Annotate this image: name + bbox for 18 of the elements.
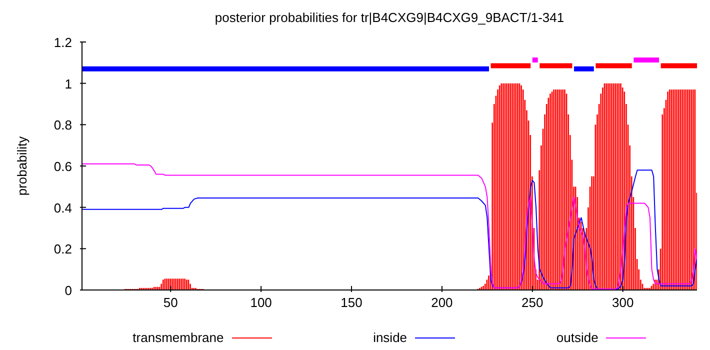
x-tick-label: 150 <box>340 295 362 310</box>
y-tick-label: 0.8 <box>54 118 72 133</box>
legend-label: outside <box>556 330 598 345</box>
legend-label: inside <box>373 330 408 345</box>
y-tick-label: 0.4 <box>54 200 72 216</box>
y-tick-label: 1.2 <box>54 35 72 50</box>
y-tick-label: 0 <box>64 283 72 298</box>
x-tick-label: 300 <box>612 295 634 310</box>
chart-title: posterior probabilities for tr|B4CXG9|B4CXG9_9BACT/1-341 <box>214 10 566 25</box>
y-tick-label: 1 <box>64 76 72 92</box>
x-tick-label: 250 <box>522 295 544 310</box>
x-tick-label: 100 <box>250 295 272 310</box>
y-tick-label: 0.2 <box>54 242 72 257</box>
y-axis-title: probability <box>14 136 30 196</box>
x-tick-label: 50 <box>163 295 178 310</box>
x-tick-label: 200 <box>431 295 453 310</box>
y-tick-label: 0.6 <box>54 159 72 174</box>
legend-label: transmembrane <box>132 330 224 345</box>
